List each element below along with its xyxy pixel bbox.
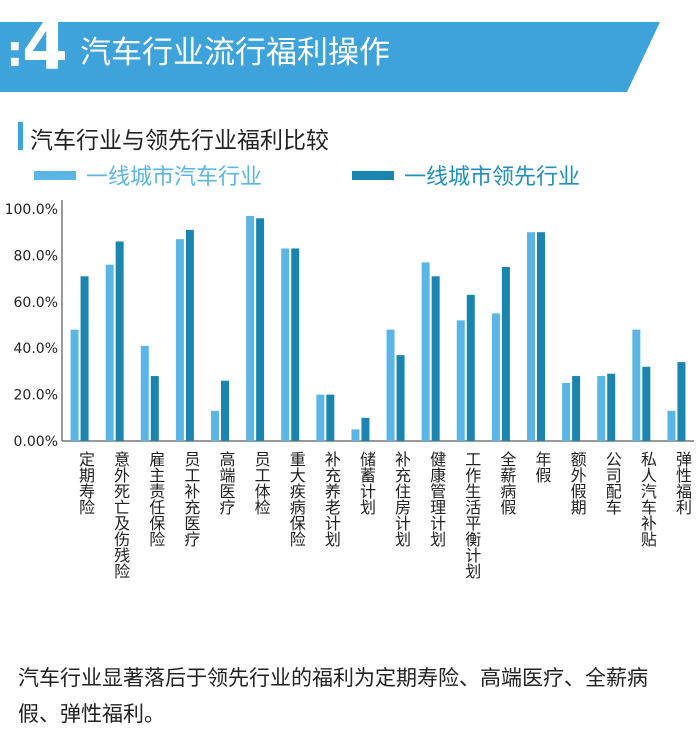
bar-auto [211, 410, 219, 441]
y-tick-label: 40.0% [14, 341, 58, 357]
bar-auto [175, 239, 184, 441]
x-tick-label: 全薪病假 [497, 451, 516, 515]
x-tick-label: 额外假期 [568, 451, 587, 516]
x-tick-label: 员工补充医疗 [181, 451, 200, 548]
bar-leading [396, 355, 405, 441]
bar-auto [281, 248, 290, 441]
x-tick-label: 弹性福利 [673, 451, 692, 515]
legend-swatch-leading [352, 170, 394, 180]
bar-leading [115, 241, 124, 441]
chart-caption: 汽车行业显著落后于领先行业的福利为定期寿险、高端医疗、全薪病假、弹性福利。 [18, 666, 648, 726]
bar-leading [221, 380, 229, 441]
bar-auto [597, 376, 606, 441]
bar-auto [456, 320, 465, 441]
bar-auto [421, 262, 430, 441]
x-tick-label: 定期寿险 [76, 451, 95, 515]
y-tick-label: 80.0% [14, 248, 58, 264]
bar-leading [572, 376, 581, 441]
x-tick-label: 补充养老计划 [322, 451, 341, 547]
chart-title: 汽车行业与领先行业福利比较 [30, 128, 329, 154]
legend-swatch-auto [34, 170, 76, 180]
x-tick-label: 高端医疗 [217, 451, 236, 516]
banner-colon: : [6, 26, 24, 77]
bar-auto [70, 329, 79, 441]
chart-title-marker [18, 122, 23, 150]
section-title: 汽车行业流行福利操作 [80, 35, 390, 71]
bar-auto [667, 410, 676, 441]
section-banner [0, 22, 660, 92]
legend-item-auto: 一线城市汽车行业 [34, 160, 262, 190]
bar-auto [246, 215, 255, 441]
bar-leading [501, 267, 510, 441]
bar-auto [527, 232, 535, 441]
x-tick-label: 年假 [533, 451, 552, 483]
x-tick-label: 员工体检 [252, 451, 271, 515]
bar-leading [537, 232, 545, 441]
x-tick-label: 健康管理计划 [427, 451, 446, 547]
bar-auto [140, 345, 149, 441]
x-tick-label: 工作生活平衡计划 [462, 451, 481, 579]
y-tick-label: 100.0% [5, 202, 58, 218]
y-tick-label: 20.0% [14, 388, 58, 404]
bar-leading [326, 394, 335, 441]
y-tick-label: 60.0% [14, 295, 58, 311]
legend-label-leading: 一线城市领先行业 [404, 165, 581, 190]
legend-label-auto: 一线城市汽车行业 [86, 165, 263, 190]
x-tick-label: 补充住房计划 [392, 451, 411, 547]
bar-leading [361, 417, 370, 441]
bar-leading [431, 276, 440, 441]
bar-auto [105, 264, 114, 441]
bar-leading [150, 376, 159, 441]
bar-auto [632, 329, 641, 441]
x-tick-label: 雇主责任保险 [146, 451, 165, 547]
bar-leading [256, 218, 265, 441]
bar-leading [642, 366, 651, 441]
bar-leading [291, 248, 300, 441]
y-tick-label: 0.00% [14, 434, 58, 450]
bar-leading [185, 229, 194, 441]
x-tick-label: 储蓄计划 [357, 451, 376, 515]
bar-chart: 0.00% 20.0% 40.0% 60.0% 80.0% 100.0% 定期寿险 意外死亡及… [5, 200, 694, 579]
bar-auto [491, 313, 500, 441]
bar-auto [386, 329, 395, 441]
x-tick-label: 重大疾病保险 [287, 451, 306, 547]
bar-leading [607, 373, 616, 441]
x-tick-label: 私人汽车补贴 [638, 451, 657, 547]
bar-leading [80, 276, 89, 441]
x-tick-label: 公司配车 [603, 451, 622, 515]
x-tick-label: 意外死亡及伤残险 [111, 450, 130, 579]
bar-leading [677, 362, 686, 441]
bar-auto [351, 429, 360, 441]
bar-auto [316, 394, 325, 441]
bar-leading [466, 294, 475, 441]
bar-auto [562, 383, 571, 441]
legend-item-leading: 一线城市领先行业 [352, 160, 580, 190]
section-number: 4 [22, 8, 68, 85]
